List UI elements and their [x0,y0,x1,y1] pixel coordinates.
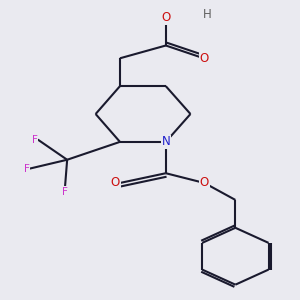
Text: O: O [161,11,170,24]
Text: F: F [62,187,68,197]
Text: O: O [200,176,209,190]
Text: F: F [24,164,30,174]
Text: F: F [32,135,38,145]
Text: O: O [111,176,120,190]
Text: H: H [203,8,212,21]
Text: N: N [161,135,170,148]
Text: O: O [199,52,208,65]
